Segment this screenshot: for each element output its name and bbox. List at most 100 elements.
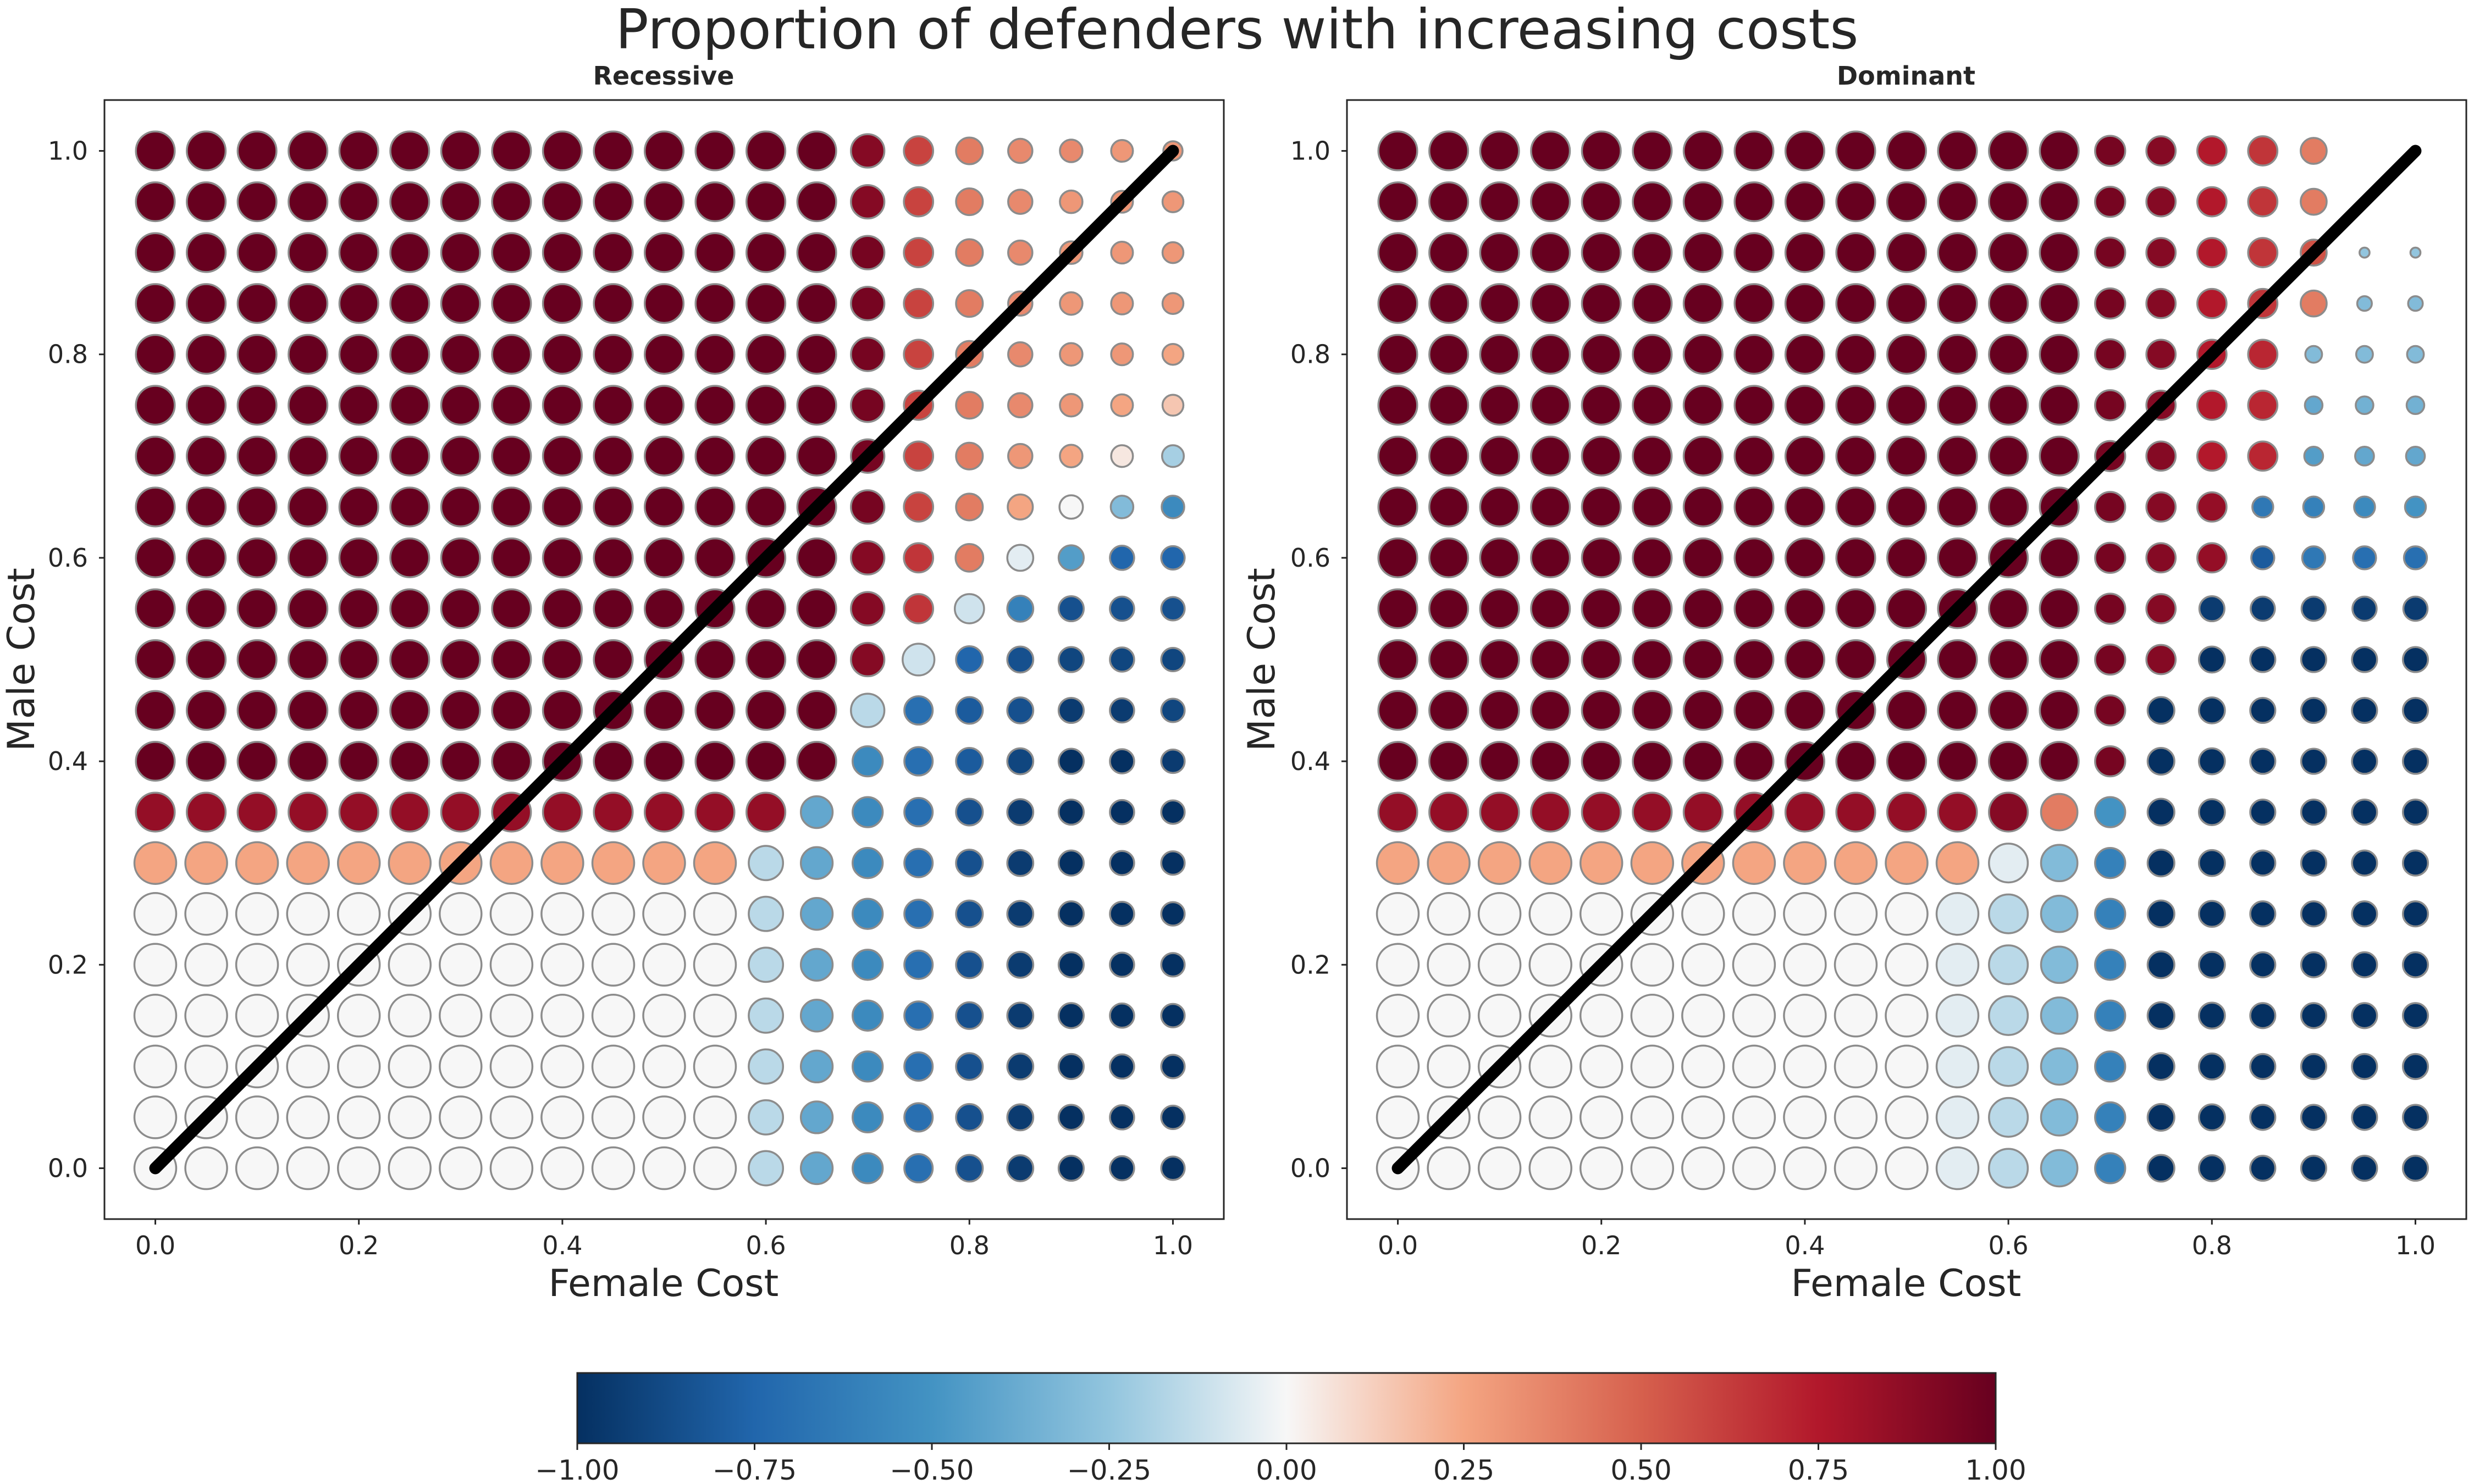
x-tick-label: 0.0: [135, 1231, 175, 1260]
data-point: [643, 181, 685, 223]
y-axis-label: Male Cost: [0, 568, 43, 751]
data-point: [1632, 334, 1673, 375]
data-point: [693, 1146, 737, 1190]
data-point: [440, 435, 481, 477]
data-point: [2351, 849, 2378, 877]
data-point: [1427, 1146, 1471, 1190]
data-point: [288, 741, 329, 782]
data-point: [1784, 385, 1825, 426]
data-point: [1988, 995, 2029, 1036]
data-point: [1161, 241, 1185, 264]
data-point: [2301, 545, 2327, 571]
data-point: [1428, 385, 1470, 426]
colorbar-tick-label: −0.50: [890, 1454, 974, 1484]
data-point: [642, 943, 686, 987]
data-point: [1059, 189, 1084, 214]
data-point: [1528, 943, 1572, 987]
data-point: [1479, 639, 1520, 680]
data-point: [540, 891, 584, 936]
data-point: [2197, 696, 2226, 724]
data-point: [643, 486, 685, 528]
data-point: [1935, 841, 1980, 885]
data-point: [338, 334, 379, 375]
data-point: [1988, 486, 2029, 528]
x-tick-label: 0.2: [339, 1231, 379, 1260]
data-point: [1630, 943, 1675, 987]
data-point: [902, 643, 936, 677]
data-point: [1110, 139, 1134, 163]
data-point: [903, 1102, 934, 1133]
data-point: [1885, 994, 1929, 1038]
data-point: [1161, 190, 1185, 213]
data-point: [1007, 493, 1034, 520]
data-point: [1427, 994, 1471, 1038]
data-point: [1007, 341, 1034, 368]
data-point: [186, 741, 227, 782]
data-point: [1784, 181, 1825, 223]
data-point: [1530, 639, 1571, 680]
data-point: [903, 1000, 934, 1031]
data-point: [1479, 130, 1520, 171]
data-point: [388, 943, 432, 987]
data-point: [135, 486, 176, 528]
data-point: [1428, 588, 1470, 629]
data-point: [850, 540, 886, 576]
data-point: [1581, 283, 1622, 324]
data-point: [338, 385, 379, 426]
data-point: [593, 232, 634, 273]
data-point: [1479, 537, 1520, 578]
data-point: [903, 848, 934, 878]
panel-title: Recessive: [593, 61, 735, 91]
data-point: [540, 1146, 584, 1190]
data-point: [2196, 237, 2228, 268]
data-point: [1885, 1095, 1929, 1139]
data-point: [1732, 891, 1776, 936]
data-point: [1783, 841, 1827, 885]
data-point: [1835, 435, 1876, 477]
data-point: [1477, 891, 1522, 936]
data-point: [2404, 495, 2427, 519]
data-point: [1161, 495, 1185, 519]
data-point: [1477, 1146, 1522, 1190]
data-point: [1006, 696, 1035, 724]
data-point: [336, 1095, 381, 1139]
data-point: [1057, 595, 1085, 623]
data-point: [236, 791, 278, 833]
data-point: [288, 385, 329, 426]
data-point: [2145, 542, 2177, 574]
data-point: [2249, 696, 2277, 724]
data-point: [440, 385, 481, 426]
y-tick-label: 0.0: [48, 1153, 88, 1183]
data-point: [1935, 994, 1980, 1038]
data-point: [799, 1049, 834, 1084]
data-point: [336, 1044, 381, 1089]
data-point: [184, 994, 228, 1038]
data-point: [799, 948, 834, 982]
data-point: [1479, 385, 1520, 426]
data-point: [2040, 1149, 2079, 1188]
data-point: [388, 994, 432, 1038]
data-point: [288, 232, 329, 273]
data-point: [745, 385, 787, 426]
data-point: [1733, 486, 1775, 528]
data-point: [1835, 385, 1876, 426]
data-point: [1057, 544, 1085, 572]
data-point: [389, 537, 430, 578]
data-point: [2300, 951, 2327, 978]
data-point: [1007, 443, 1034, 469]
data-point: [1784, 537, 1825, 578]
data-point: [2401, 900, 2429, 928]
data-point: [1428, 486, 1470, 528]
data-point: [2197, 1053, 2226, 1081]
data-point: [1057, 747, 1085, 775]
data-point: [694, 334, 736, 375]
data-point: [2250, 545, 2276, 571]
data-point: [1834, 1146, 1878, 1190]
data-point: [1632, 232, 1673, 273]
data-point: [2353, 495, 2376, 519]
data-point: [2094, 185, 2127, 218]
data-point: [1682, 385, 1724, 426]
data-point: [1109, 951, 1135, 978]
data-point: [1632, 537, 1673, 578]
data-point: [2145, 593, 2177, 624]
